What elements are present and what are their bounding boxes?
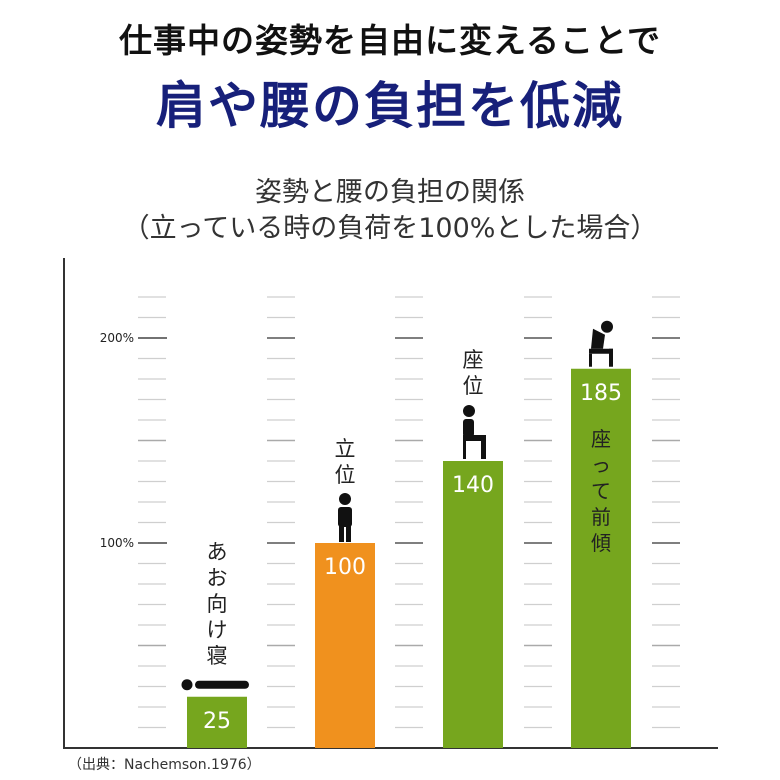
standing-person-icon bbox=[338, 493, 352, 542]
leaning-forward-person-icon bbox=[589, 320, 613, 367]
source-citation: （出典：Nachemson.1976） bbox=[68, 757, 261, 773]
headline-line2: 肩や腰の負担を低減 bbox=[156, 77, 624, 135]
bar-4 bbox=[571, 368, 631, 748]
bar-value-label: 100 bbox=[324, 555, 366, 580]
category-label: あお向け寝 bbox=[207, 540, 228, 668]
bar-value-label: 25 bbox=[203, 709, 231, 734]
lying-person-icon bbox=[181, 679, 249, 691]
bar-1 bbox=[187, 696, 247, 748]
category-label: 座位 bbox=[463, 348, 484, 398]
bar-value-label: 185 bbox=[580, 381, 622, 406]
category-label: 立位 bbox=[335, 437, 356, 487]
bar-2 bbox=[315, 543, 375, 748]
y-tick-label: 200% bbox=[100, 331, 134, 345]
sitting-person-icon bbox=[463, 405, 486, 459]
bar-value-label: 140 bbox=[452, 473, 494, 498]
chart-subtitle: （立っている時の負荷を100%とした場合） bbox=[122, 213, 658, 244]
category-label: 座って前傾 bbox=[591, 427, 611, 555]
headline-line1: 仕事中の姿勢を自由に変えることで bbox=[118, 21, 662, 60]
bar-3 bbox=[443, 461, 503, 748]
chart-title: 姿勢と腰の負担の関係 bbox=[255, 177, 525, 208]
y-tick-label: 100% bbox=[100, 536, 134, 550]
